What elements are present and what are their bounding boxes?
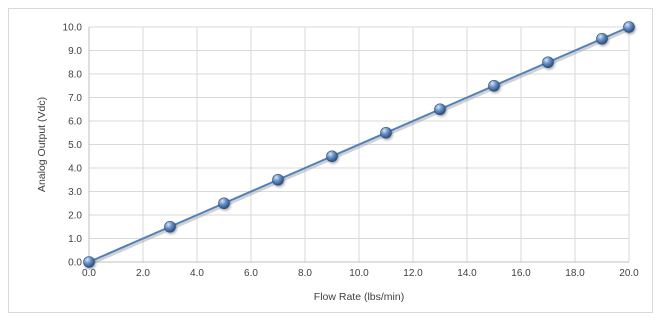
x-tick-label: 10.0 bbox=[349, 268, 369, 279]
data-point bbox=[326, 150, 338, 163]
grid-lines bbox=[89, 26, 630, 262]
x-tick-label: 4.0 bbox=[190, 268, 204, 279]
x-axis-title: Flow Rate (lbs/min) bbox=[314, 291, 404, 303]
y-tick-label: 3.0 bbox=[68, 187, 82, 198]
x-tick-label: 6.0 bbox=[244, 268, 258, 279]
x-tick-label: 2.0 bbox=[136, 268, 150, 279]
y-tick-label: 5.0 bbox=[68, 140, 82, 151]
y-tick-label: 10.0 bbox=[63, 23, 83, 34]
data-series bbox=[83, 21, 635, 268]
x-tick-label: 8.0 bbox=[298, 268, 312, 279]
x-tick-label: 18.0 bbox=[565, 268, 585, 279]
tick-labels: 0.0 2.0 4.0 6.0 8.0 10.0 12.0 14.0 16.0 18.0 20.0 0… bbox=[63, 23, 640, 280]
data-point bbox=[596, 32, 608, 45]
chart-frame: 0.0 2.0 4.0 6.0 8.0 10.0 12.0 14.0 16.0 18.0 20.0 0… bbox=[8, 8, 653, 313]
x-tick-label: 14.0 bbox=[457, 268, 477, 279]
y-tick-label: 9.0 bbox=[68, 46, 82, 57]
y-tick-label: 1.0 bbox=[68, 234, 82, 245]
y-tick-label: 0.0 bbox=[68, 258, 82, 269]
data-point bbox=[83, 256, 95, 268]
flow-rate-chart: 0.0 2.0 4.0 6.0 8.0 10.0 12.0 14.0 16.0 18.0 20.0 0… bbox=[36, 21, 640, 303]
data-point bbox=[164, 220, 176, 233]
data-point bbox=[272, 173, 284, 186]
data-point bbox=[488, 79, 500, 92]
y-tick-label: 6.0 bbox=[68, 117, 82, 128]
data-point bbox=[218, 197, 230, 210]
y-axis-title: Analog Output (Vdc) bbox=[36, 97, 48, 192]
y-tick-label: 4.0 bbox=[68, 164, 82, 175]
x-tick-label: 0.0 bbox=[82, 268, 96, 279]
data-point bbox=[434, 103, 446, 116]
x-tick-label: 20.0 bbox=[619, 268, 639, 279]
y-tick-label: 7.0 bbox=[68, 93, 82, 104]
axes bbox=[88, 27, 629, 263]
x-tick-label: 16.0 bbox=[511, 268, 531, 279]
data-point bbox=[623, 21, 635, 33]
data-point bbox=[542, 56, 554, 69]
data-point bbox=[380, 126, 392, 139]
y-tick-label: 8.0 bbox=[68, 70, 82, 81]
y-tick-label: 2.0 bbox=[68, 211, 82, 222]
x-tick-label: 12.0 bbox=[403, 268, 423, 279]
